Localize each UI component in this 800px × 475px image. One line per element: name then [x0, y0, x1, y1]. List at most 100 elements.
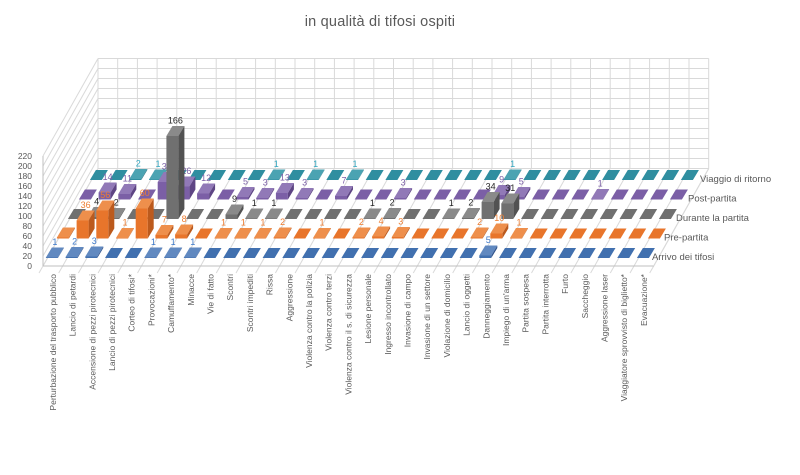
zero-tile: [109, 170, 128, 180]
series-axis-label: Viaggio di ritorno: [700, 174, 771, 185]
data-label: 12: [201, 173, 211, 183]
zero-tile: [400, 248, 419, 258]
bar-side: [493, 192, 500, 219]
bar: [76, 220, 89, 239]
zero-tile: [205, 209, 224, 219]
bar: [98, 192, 111, 200]
zero-tile: [138, 189, 156, 200]
data-label: 2: [390, 198, 395, 208]
data-label: 1: [352, 159, 357, 169]
zero-tile: [262, 248, 281, 258]
bar-side: [257, 208, 264, 219]
zero-tile: [661, 170, 680, 180]
data-label: 2: [136, 159, 141, 169]
zero-tile: [186, 209, 205, 219]
category-label: Lesione personale: [363, 274, 373, 344]
bar-side: [515, 169, 522, 180]
y-axis-label: 220: [18, 151, 32, 161]
bar: [144, 257, 157, 258]
data-label: 1: [190, 237, 195, 247]
zero-tile: [431, 228, 450, 239]
zero-tile: [647, 228, 666, 239]
axis-tick: [511, 265, 517, 274]
axis-tick: [649, 265, 655, 274]
zero-tile: [518, 248, 537, 258]
axis-tick: [471, 265, 477, 274]
zero-tile: [405, 170, 424, 180]
zero-tile: [332, 228, 351, 239]
bar: [335, 196, 347, 200]
bar-side: [524, 187, 531, 200]
zero-tile: [324, 209, 342, 219]
axis-tick: [255, 265, 261, 274]
bar-side: [130, 184, 137, 200]
category-label: Violenza contro il s. di sicurezza: [343, 274, 353, 395]
bar-side: [473, 208, 480, 219]
zero-tile: [610, 189, 629, 200]
zero-tile: [529, 228, 548, 239]
zero-tile: [569, 228, 588, 239]
category-label: Partita interrotta: [540, 274, 550, 335]
data-label: 56: [100, 190, 110, 200]
bar-side: [156, 247, 163, 258]
zero-tile: [549, 228, 568, 239]
series-axis-label: Arrivo dei tifosi: [652, 252, 714, 263]
bar: [225, 214, 238, 219]
data-label: 5: [243, 177, 248, 187]
data-label: 166: [168, 116, 183, 126]
data-label: 4: [379, 216, 384, 226]
series-axis-label: Pre-partita: [664, 233, 709, 244]
bar: [56, 237, 69, 239]
zero-tile: [208, 170, 227, 180]
bar: [313, 238, 325, 239]
bar-side: [491, 245, 498, 258]
category-label: Lancio di pezzi pirotecnici: [107, 274, 117, 371]
category-label: Viaggiatore sprovvisto di biglietto*: [619, 273, 629, 401]
y-axis-label: 80: [23, 221, 33, 231]
data-label: 1: [52, 237, 57, 247]
axis-tick: [176, 265, 182, 274]
zero-tile: [538, 248, 557, 258]
bar-side: [246, 228, 253, 239]
axis-tick: [393, 265, 399, 274]
bar-side: [603, 189, 610, 200]
zero-tile: [365, 170, 384, 180]
axis-tick: [570, 265, 576, 274]
bar-side: [77, 247, 84, 258]
bar: [197, 193, 210, 200]
zero-tile: [284, 209, 303, 219]
bar: [394, 198, 407, 200]
bar-side: [189, 176, 196, 200]
zero-tile: [402, 209, 421, 219]
data-label: 60: [140, 188, 150, 198]
zero-tile: [669, 189, 688, 200]
y-axis-label: 60: [23, 231, 33, 241]
category-label: Invasione di campo: [402, 274, 412, 348]
zero-tile: [602, 170, 621, 180]
bar: [501, 203, 514, 219]
zero-tile: [628, 228, 647, 239]
zero-tile: [617, 248, 636, 258]
zero-tile: [422, 209, 441, 219]
data-label: 3: [401, 178, 406, 188]
zero-tile: [411, 228, 430, 239]
data-label: 8: [182, 214, 187, 224]
axis-tick: [373, 265, 379, 274]
bar: [273, 237, 286, 239]
bar-side: [128, 228, 134, 239]
bar-side: [248, 187, 255, 200]
zero-tile: [341, 248, 360, 258]
zero-tile: [577, 248, 596, 258]
bar: [118, 194, 131, 200]
category-label: Saccheggio: [580, 274, 590, 319]
axis-tick: [491, 265, 497, 274]
zero-tile: [424, 170, 443, 180]
y-axis-label: 0: [27, 261, 32, 271]
bar: [461, 218, 474, 219]
bar-side: [88, 210, 95, 239]
category-label: Violazione di domicilio: [442, 274, 452, 358]
data-label: 7: [341, 176, 346, 186]
data-label: 1: [260, 218, 265, 228]
